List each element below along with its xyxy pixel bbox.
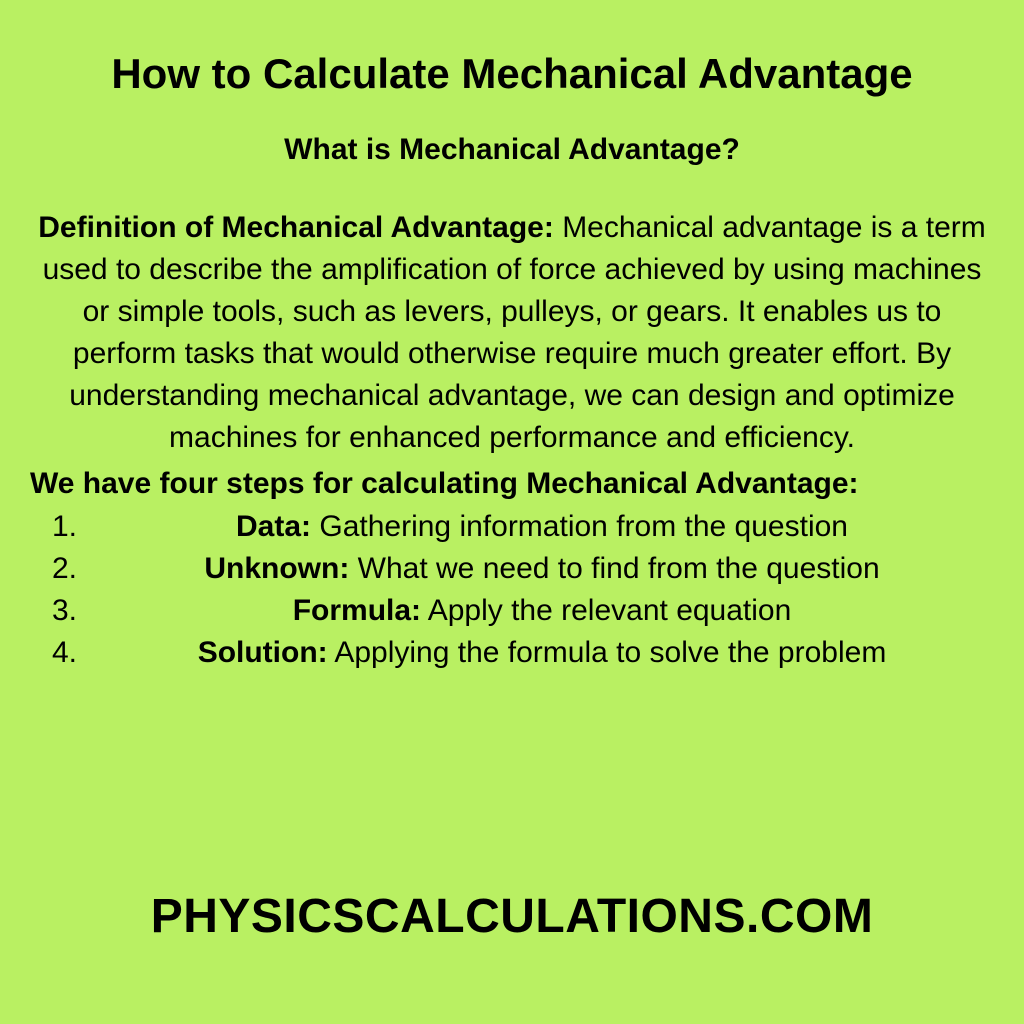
step-label: Solution:	[198, 636, 328, 669]
step-label: Formula:	[293, 594, 421, 627]
steps-list: 1. Data: Gathering information from the …	[30, 506, 994, 674]
step-row: 4. Solution: Applying the formula to sol…	[30, 632, 994, 674]
page-title: How to Calculate Mechanical Advantage	[30, 50, 994, 98]
definition-paragraph: Definition of Mechanical Advantage: Mech…	[30, 207, 994, 459]
step-number: 1.	[30, 506, 90, 548]
step-text: What we need to find from the question	[349, 552, 879, 585]
step-text: Apply the relevant equation	[421, 594, 791, 627]
step-number: 2.	[30, 548, 90, 590]
step-number: 3.	[30, 590, 90, 632]
definition-text: Mechanical advantage is a term used to d…	[43, 211, 986, 454]
step-text: Applying the formula to solve the proble…	[328, 636, 887, 669]
step-content: Solution: Applying the formula to solve …	[90, 632, 994, 674]
step-row: 1. Data: Gathering information from the …	[30, 506, 994, 548]
definition-label: Definition of Mechanical Advantage:	[38, 211, 554, 244]
step-row: 3. Formula: Apply the relevant equation	[30, 590, 994, 632]
step-row: 2. Unknown: What we need to find from th…	[30, 548, 994, 590]
page-subtitle: What is Mechanical Advantage?	[30, 133, 994, 167]
steps-intro: We have four steps for calculating Mecha…	[30, 467, 994, 501]
step-content: Unknown: What we need to find from the q…	[90, 548, 994, 590]
step-content: Formula: Apply the relevant equation	[90, 590, 994, 632]
footer-url: PHYSICSCALCULATIONS.COM	[30, 889, 994, 944]
step-number: 4.	[30, 632, 90, 674]
step-text: Gathering information from the question	[311, 510, 848, 543]
step-label: Data:	[236, 510, 311, 543]
step-content: Data: Gathering information from the que…	[90, 506, 994, 548]
step-label: Unknown:	[204, 552, 349, 585]
